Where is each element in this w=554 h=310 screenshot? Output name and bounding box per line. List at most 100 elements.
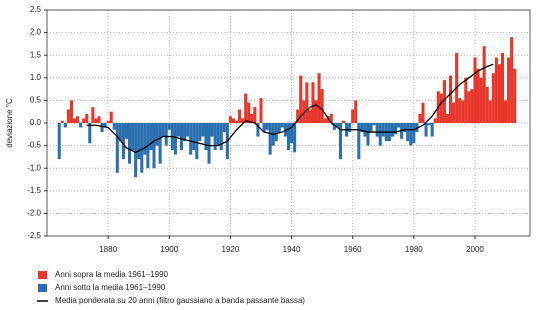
bar bbox=[302, 100, 306, 123]
bar bbox=[277, 123, 281, 133]
bar bbox=[494, 57, 498, 123]
legend-swatch bbox=[38, 271, 47, 279]
bar bbox=[72, 118, 77, 123]
y-tick-label: -2.5 bbox=[27, 231, 41, 240]
bar bbox=[216, 123, 220, 146]
bar bbox=[265, 123, 269, 130]
bar bbox=[158, 123, 162, 164]
bar bbox=[427, 123, 431, 126]
bar bbox=[140, 123, 144, 173]
bar bbox=[406, 123, 410, 142]
y-tick-label: -2.0 bbox=[27, 209, 41, 218]
bar bbox=[363, 123, 367, 137]
bar bbox=[186, 123, 190, 137]
bar bbox=[115, 123, 119, 173]
bar bbox=[244, 93, 248, 123]
bar bbox=[491, 73, 495, 123]
bar bbox=[60, 120, 64, 123]
bar bbox=[238, 109, 242, 123]
bar bbox=[445, 113, 449, 123]
bar bbox=[354, 100, 358, 123]
bar bbox=[430, 123, 434, 137]
bar bbox=[210, 123, 214, 137]
y-tick-label: -0.5 bbox=[27, 141, 41, 150]
bar bbox=[207, 123, 211, 164]
bar bbox=[176, 123, 180, 137]
bar bbox=[161, 123, 165, 137]
bar bbox=[390, 123, 394, 137]
bar bbox=[57, 123, 61, 160]
y-tick-label: 1.5 bbox=[30, 50, 42, 59]
bar bbox=[222, 123, 226, 133]
bar bbox=[231, 118, 236, 123]
bar bbox=[369, 123, 373, 133]
bar bbox=[235, 120, 239, 123]
bar bbox=[464, 77, 468, 123]
bar bbox=[381, 123, 385, 137]
bar bbox=[317, 73, 321, 123]
bar bbox=[259, 98, 263, 123]
bar bbox=[69, 100, 73, 123]
bar bbox=[152, 123, 156, 169]
legend-label: Anni sopra la media 1961–1990 bbox=[55, 270, 169, 279]
bar bbox=[348, 123, 352, 133]
bar bbox=[256, 123, 260, 137]
legend-swatch bbox=[38, 284, 47, 292]
bar bbox=[448, 75, 453, 123]
bar bbox=[213, 123, 217, 151]
bar bbox=[63, 123, 67, 128]
bar bbox=[412, 123, 416, 144]
bar bbox=[79, 123, 83, 128]
bar bbox=[403, 123, 407, 133]
bar bbox=[308, 109, 312, 123]
bar bbox=[118, 123, 122, 142]
bar bbox=[121, 123, 125, 160]
bar bbox=[112, 123, 116, 130]
bar bbox=[378, 123, 382, 146]
bar bbox=[137, 123, 141, 160]
bar bbox=[452, 102, 456, 123]
y-tick-label: 2.0 bbox=[30, 28, 42, 37]
bar bbox=[195, 123, 199, 160]
bar bbox=[341, 120, 346, 123]
bar bbox=[228, 116, 232, 123]
y-tick-label: -1.5 bbox=[27, 186, 41, 195]
bar bbox=[296, 109, 300, 123]
bar bbox=[85, 113, 89, 123]
bar bbox=[488, 100, 492, 123]
bar bbox=[314, 100, 318, 123]
bar bbox=[482, 46, 486, 123]
bar bbox=[305, 82, 309, 123]
bar bbox=[128, 123, 132, 164]
bar bbox=[338, 123, 342, 160]
bar bbox=[320, 89, 324, 123]
bar bbox=[103, 123, 107, 128]
y-tick-label: 0.0 bbox=[30, 118, 42, 127]
bar bbox=[299, 75, 303, 123]
bar bbox=[143, 123, 147, 155]
bar bbox=[250, 113, 254, 123]
x-tick-label: 1920 bbox=[222, 245, 240, 254]
smoothed-line bbox=[86, 63, 494, 154]
bar bbox=[91, 107, 95, 123]
bar bbox=[442, 80, 446, 123]
bar bbox=[274, 123, 278, 142]
x-tick-label: 1960 bbox=[344, 245, 362, 254]
bar bbox=[329, 113, 333, 123]
bar bbox=[439, 93, 443, 123]
bar bbox=[164, 123, 168, 146]
bar bbox=[66, 109, 70, 123]
bar bbox=[393, 123, 398, 135]
bar bbox=[372, 123, 376, 126]
bar bbox=[183, 123, 187, 142]
y-tick-label: -1.0 bbox=[27, 163, 41, 172]
bar bbox=[409, 123, 413, 146]
bar bbox=[219, 123, 223, 151]
bar bbox=[332, 123, 336, 130]
bar bbox=[421, 102, 425, 123]
x-tick-label: 1980 bbox=[405, 245, 423, 254]
bar bbox=[513, 68, 517, 123]
bar bbox=[286, 123, 291, 151]
bar bbox=[283, 123, 287, 137]
